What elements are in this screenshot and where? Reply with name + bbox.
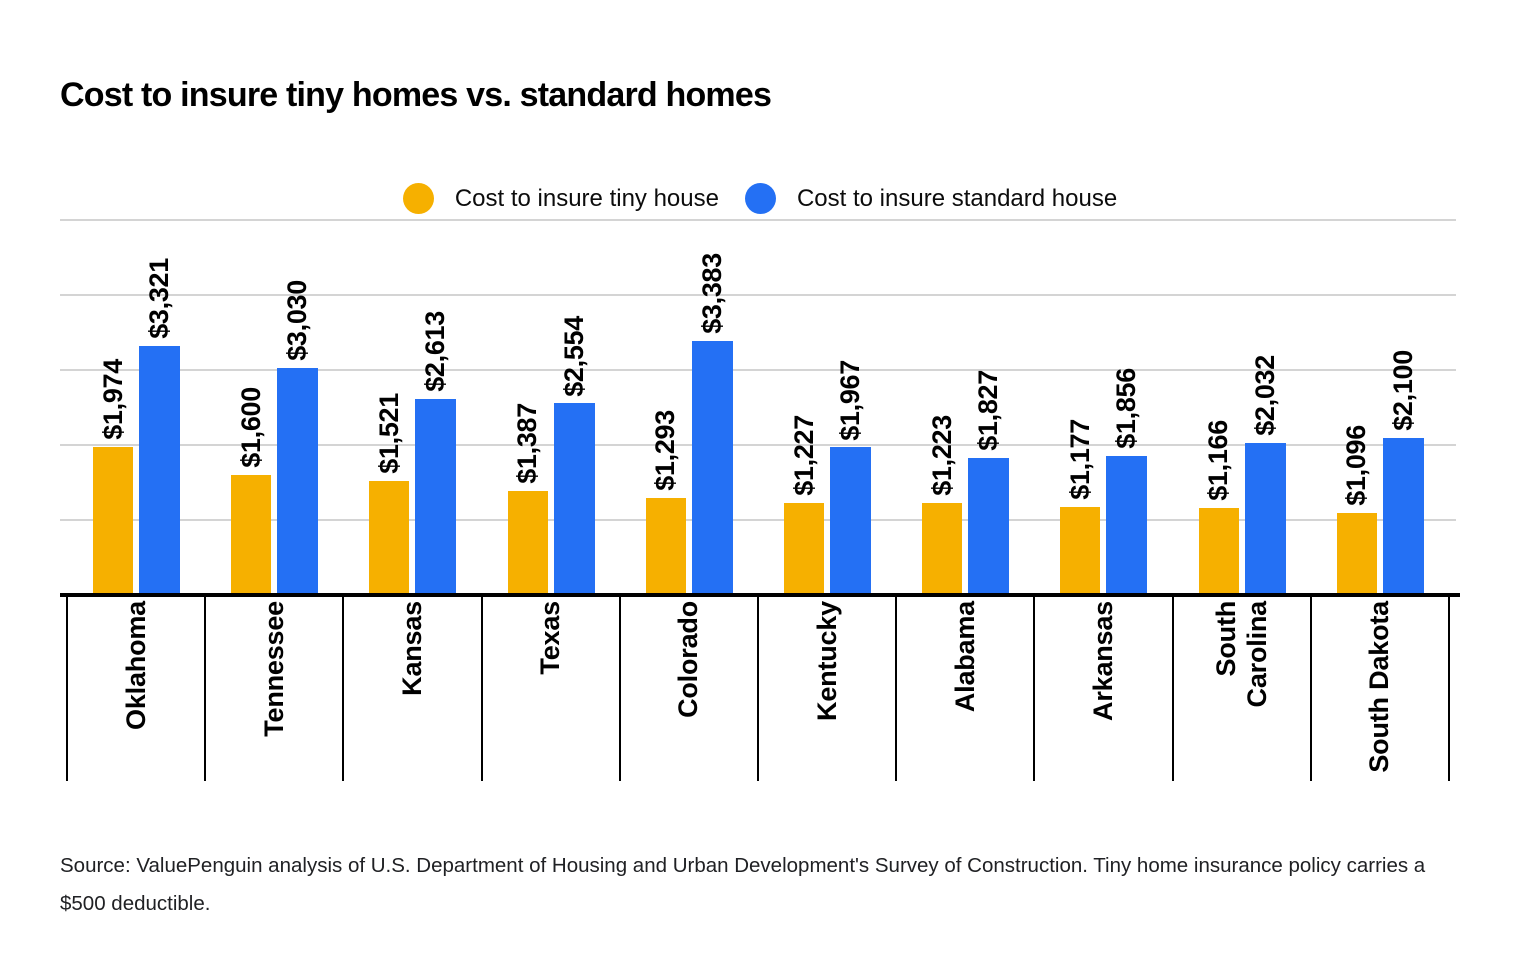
legend: Cost to insure tiny house Cost to insure…: [0, 183, 1520, 214]
category-label-text: Arkansas: [1087, 601, 1118, 721]
x-axis-line: [60, 593, 1460, 597]
category-label-text: South Dakota: [1364, 601, 1395, 773]
bar-standard-house: [553, 403, 595, 595]
bar-value-label: $1,827: [948, 370, 1029, 451]
category-label-text: Kansas: [396, 601, 427, 696]
bar-value-label: $2,613: [395, 311, 476, 392]
legend-item-tiny-house: Cost to insure tiny house: [402, 183, 719, 214]
x-axis-category-label: Tennessee: [205, 601, 343, 789]
bar-value-text: $1,387: [512, 403, 543, 484]
x-axis-category-label: Arkansas: [1034, 601, 1172, 789]
x-axis-category-label: Kansas: [343, 601, 481, 789]
bar-standard-house: [1382, 437, 1424, 595]
chart-title: Cost to insure tiny homes vs. standard h…: [60, 76, 772, 114]
bar-value-text: $3,030: [282, 279, 313, 361]
bar-tiny-house: [1060, 506, 1101, 595]
bar-value-label: $3,321: [119, 258, 200, 339]
bar-standard-house: [691, 341, 733, 595]
bar-value-label: $3,383: [672, 253, 753, 334]
axis-tick: [618, 597, 621, 781]
axis-tick: [1309, 597, 1312, 781]
gridline: [60, 519, 1456, 521]
bar-value-text: $3,321: [144, 258, 174, 339]
gridline: [60, 369, 1456, 371]
category-label-text: Texas: [535, 601, 566, 675]
axis-tick: [1171, 597, 1174, 781]
category-label-text: Oklahoma: [120, 601, 151, 730]
bar-value-text: $1,827: [973, 370, 1004, 451]
gridline: [60, 444, 1456, 446]
x-axis-category-label: Oklahoma: [67, 601, 205, 789]
axis-tick: [204, 597, 207, 781]
category-label-text: Tennessee: [258, 601, 289, 737]
x-axis-category-label: Colorado: [620, 601, 758, 789]
bar-value-text: $3,383: [696, 253, 727, 335]
bar-value-text: $2,032: [1249, 354, 1280, 436]
axis-tick: [1448, 597, 1450, 781]
bar-value-text: $1,974: [97, 359, 128, 440]
bar-standard-house: [1244, 442, 1286, 595]
bar-value-text: $1,293: [650, 410, 681, 492]
bar-value-label: $2,100: [1363, 350, 1444, 431]
bar-tiny-house: [369, 480, 410, 595]
gridline: [60, 219, 1456, 221]
x-axis-category-label: South Dakota: [1311, 601, 1449, 789]
legend-dot-icon: [402, 183, 434, 214]
bar-tiny-house: [1198, 507, 1239, 595]
bar-standard-house: [415, 399, 457, 595]
x-axis-category-label: Texas: [482, 601, 620, 789]
axis-tick: [342, 597, 345, 781]
legend-item-standard-house: Cost to insure standard house: [744, 183, 1118, 214]
category-label-text: Alabama: [949, 601, 980, 713]
category-label-text: South Carolina: [1210, 601, 1272, 708]
axis-tick: [1033, 597, 1036, 781]
axis-tick: [757, 597, 759, 781]
bar-tiny-house: [645, 498, 686, 595]
bar-standard-house: [968, 457, 1010, 595]
bar-tiny-house: [507, 490, 548, 595]
x-axis-category-label: Kentucky: [758, 601, 896, 789]
category-label-text: Kentucky: [811, 601, 842, 721]
axis-tick: [895, 597, 898, 781]
bar-tiny-house: [922, 503, 963, 595]
axis-tick: [66, 597, 68, 781]
bar-value-text: $1,600: [235, 387, 266, 468]
bar-value-label: $2,554: [534, 316, 615, 397]
legend-label: Cost to insure tiny house: [454, 184, 719, 212]
bar-value-label: $1,967: [810, 360, 891, 441]
bar-value-label: $1,856: [1086, 368, 1167, 449]
x-axis-category-label: South Carolina: [1173, 601, 1311, 789]
legend-label: Cost to insure standard house: [796, 184, 1118, 212]
bar-tiny-house: [1336, 512, 1377, 595]
bar-tiny-house: [231, 475, 272, 595]
axis-tick: [480, 597, 483, 781]
bar-value-text: $1,967: [835, 359, 865, 441]
bar-value-label: $3,030: [257, 280, 338, 361]
bar-value-text: $1,856: [1111, 368, 1142, 449]
bar-tiny-house: [784, 502, 824, 595]
gridline: [60, 294, 1456, 296]
bar-value-text: $2,100: [1387, 349, 1418, 431]
x-axis-category-label: Alabama: [896, 601, 1034, 789]
legend-dot-icon: [744, 183, 776, 214]
bar-value-text: $2,554: [558, 315, 589, 397]
bar-standard-house: [139, 345, 180, 595]
category-label-text: Colorado: [673, 601, 704, 718]
bar-value-text: $1,521: [373, 393, 404, 474]
bar-standard-house: [277, 367, 319, 595]
bar-standard-house: [1106, 455, 1148, 595]
bar-value-text: $2,613: [420, 311, 451, 393]
bar-standard-house: [830, 447, 871, 595]
bar-value-label: $2,032: [1225, 355, 1306, 436]
bar-value-text: $1,096: [1341, 425, 1372, 506]
source-note: Source: ValuePenguin analysis of U.S. De…: [60, 854, 1426, 915]
bar-tiny-house: [93, 446, 133, 595]
